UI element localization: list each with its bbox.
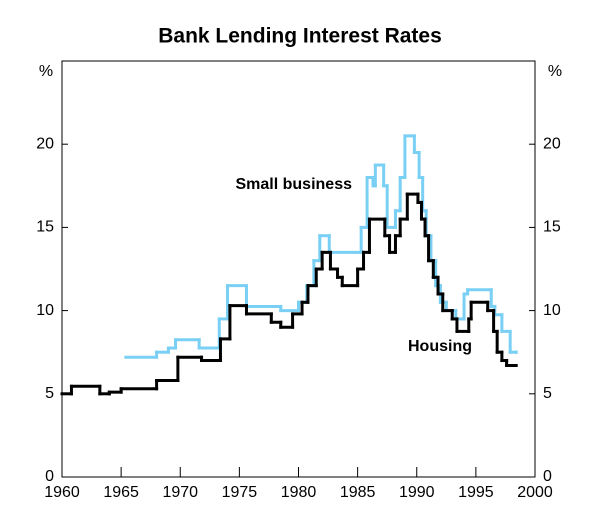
y-unit-right: % [548,63,562,80]
y-tick-label: 10 [36,302,54,319]
y-tick-label: 15 [36,219,54,236]
series-label: Small business [236,176,353,193]
y-tick-label: 10 [543,302,561,319]
chart-title: Bank Lending Interest Rates [158,25,442,48]
x-tick-label: 2000 [517,484,553,501]
series-label: Housing [408,338,472,355]
y-tick-label: 0 [45,468,54,485]
y-tick-label: 20 [543,135,561,152]
x-tick-label: 1985 [340,484,376,501]
y-unit-left: % [39,63,53,80]
x-tick-label: 1975 [222,484,258,501]
x-tick-label: 1980 [281,484,317,501]
y-tick-label: 5 [543,385,552,402]
x-tick-label: 1960 [44,484,80,501]
x-tick-label: 1995 [458,484,494,501]
x-tick-label: 1970 [162,484,198,501]
plot-frame [61,60,536,478]
y-tick-label: 15 [543,219,561,236]
x-tick-label: 1965 [103,484,139,501]
x-tick-label: 1990 [399,484,435,501]
y-tick-label: 20 [36,135,54,152]
y-tick-label: 5 [45,385,54,402]
y-tick-label: 0 [543,468,552,485]
